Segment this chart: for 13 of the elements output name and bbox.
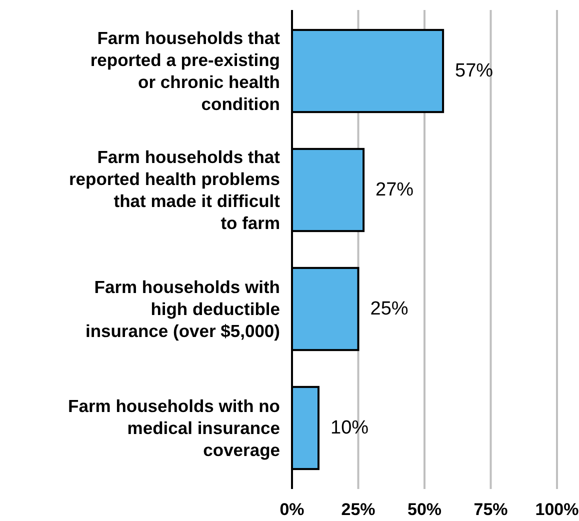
x-tick-label: 0% (280, 500, 304, 519)
data-label: 25% (370, 298, 408, 320)
x-tick-label: 50% (407, 500, 442, 519)
y-tick-label: Farm households with high deductible insurance (over $5,000) (85, 277, 280, 341)
y-tick-label: Farm households that reported a pre-existing or chronic health condition (90, 28, 280, 114)
data-label: 10% (330, 417, 369, 438)
x-tick-label: 100% (535, 500, 579, 519)
x-tick-label: 25% (341, 500, 376, 519)
data-label: 57% (455, 60, 494, 82)
data-label: 27% (376, 180, 414, 200)
x-tick-label: 75% (474, 500, 508, 519)
y-tick-label: Farm households with no medical insurance coverage (68, 396, 280, 460)
y-tick-label: Farm households that reported health problems that made it difficult to farm (68, 147, 280, 233)
